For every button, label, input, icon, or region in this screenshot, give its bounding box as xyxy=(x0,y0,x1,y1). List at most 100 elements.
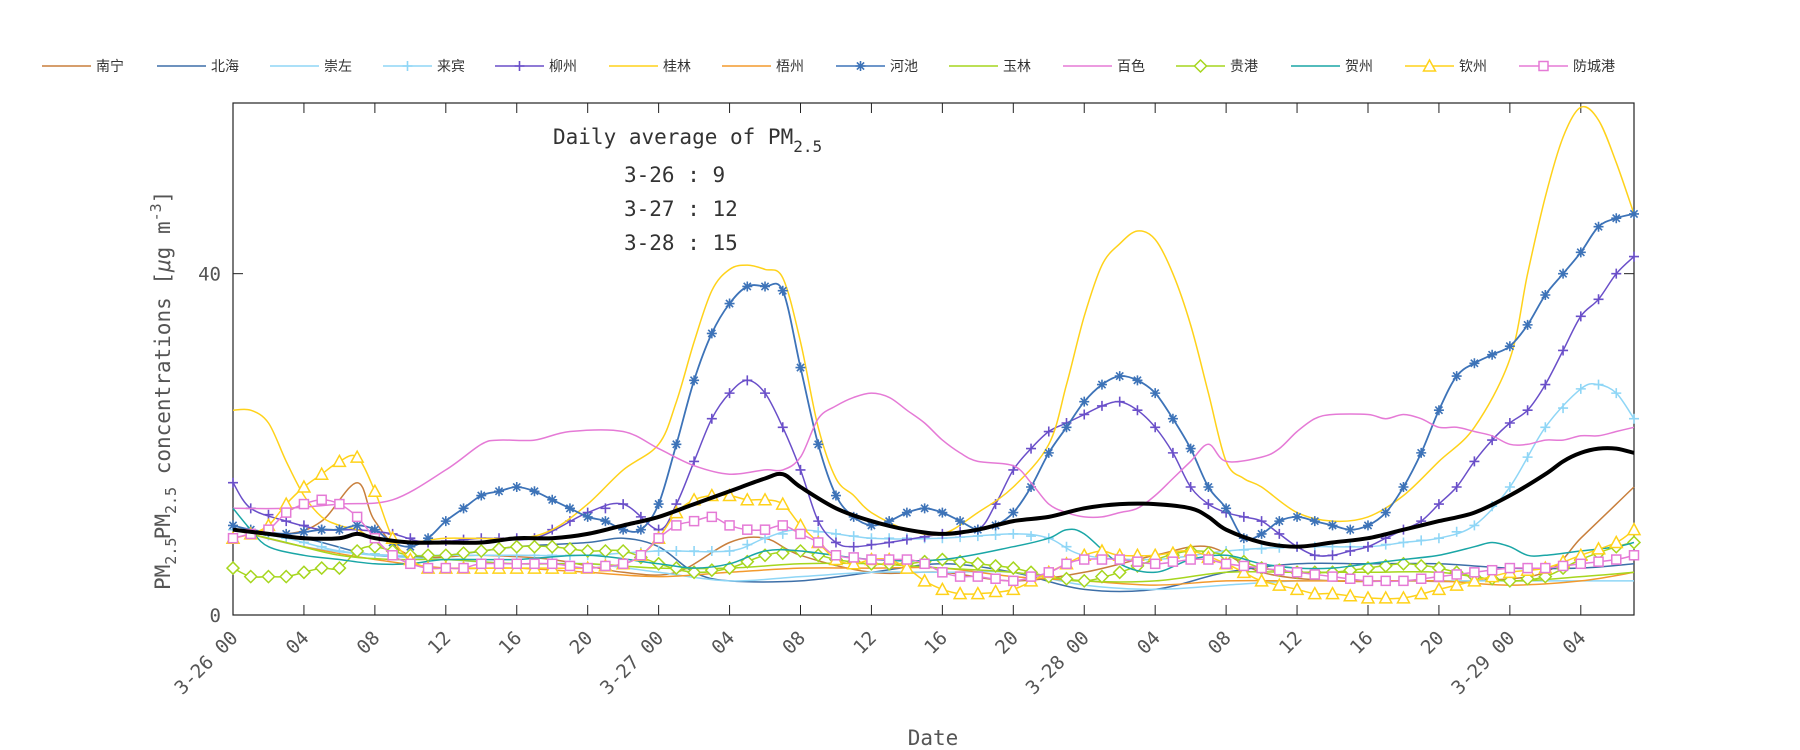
data-point-marker xyxy=(724,388,735,399)
data-point-marker xyxy=(1469,520,1480,531)
data-point-marker xyxy=(280,507,292,518)
data-point-marker xyxy=(1256,516,1267,527)
data-point-marker xyxy=(261,569,276,584)
legend-label: 梧州 xyxy=(776,59,804,75)
data-point-marker xyxy=(1611,388,1622,399)
x-tick-label: 04 xyxy=(707,627,739,659)
data-point-marker xyxy=(1451,526,1462,537)
y-label-end: ] xyxy=(151,191,175,204)
data-point-marker xyxy=(1398,482,1409,492)
data-point-marker xyxy=(653,532,664,544)
data-point-marker xyxy=(1061,558,1072,570)
data-point-marker xyxy=(1096,400,1107,411)
data-point-marker xyxy=(1327,520,1338,531)
series-group xyxy=(227,494,1640,587)
series-line xyxy=(232,213,1635,548)
data-point-marker xyxy=(848,531,859,542)
data-point-marker xyxy=(1185,482,1196,492)
data-point-marker xyxy=(1150,422,1161,433)
data-point-marker xyxy=(1611,213,1622,224)
y-label-sub: 2.5 xyxy=(162,487,180,514)
series-line xyxy=(232,446,1635,549)
data-point-marker xyxy=(990,573,1001,584)
data-point-marker xyxy=(1345,524,1356,535)
data-point-marker xyxy=(671,546,682,556)
data-point-marker xyxy=(1469,358,1480,369)
data-point-marker xyxy=(1096,379,1107,390)
y-label-unit: g m xyxy=(151,221,175,259)
data-point-marker xyxy=(1008,507,1019,518)
data-point-marker xyxy=(1112,565,1127,580)
data-point-marker xyxy=(1220,558,1232,570)
data-point-marker xyxy=(1469,567,1480,578)
data-point-marker xyxy=(1609,534,1624,549)
data-point-marker xyxy=(298,526,309,537)
data-point-marker xyxy=(1292,511,1303,522)
data-point-marker xyxy=(314,466,329,480)
data-point-marker xyxy=(618,524,629,535)
data-point-marker xyxy=(1451,482,1462,492)
data-point-marker xyxy=(476,558,487,570)
data-point-marker xyxy=(1342,588,1358,602)
data-point-marker xyxy=(1540,379,1551,390)
data-point-marker xyxy=(988,583,1003,598)
data-point-marker xyxy=(671,520,682,531)
data-point-marker xyxy=(919,558,930,570)
series-line xyxy=(232,256,1635,557)
data-point-marker xyxy=(1558,403,1569,414)
data-point-marker xyxy=(689,375,700,386)
y-tick-labels: 0 40 xyxy=(198,264,221,627)
data-point-marker xyxy=(901,554,913,565)
y-tick-label: 40 xyxy=(198,264,221,286)
series-group xyxy=(228,251,1639,561)
data-point-marker xyxy=(1593,379,1604,390)
data-point-marker xyxy=(970,586,986,600)
data-point-marker xyxy=(332,561,347,576)
y-label-pm: PM xyxy=(151,514,175,539)
data-point-marker xyxy=(1061,422,1072,433)
series-group xyxy=(232,105,1635,544)
data-point-marker xyxy=(1043,447,1054,458)
data-point-marker xyxy=(494,486,505,497)
data-point-marker xyxy=(1345,546,1356,556)
legend-item: 河池 xyxy=(836,59,918,75)
data-point-marker xyxy=(1416,535,1427,546)
data-point-marker xyxy=(1433,533,1444,544)
data-point-marker xyxy=(600,516,611,527)
data-point-marker xyxy=(422,562,434,574)
y-label-rest: concentrations [ xyxy=(151,272,175,487)
x-tick-label: 12 xyxy=(1275,627,1307,659)
data-point-marker xyxy=(1451,371,1462,382)
data-point-marker xyxy=(367,539,382,554)
data-point-marker xyxy=(1025,571,1037,582)
data-point-marker xyxy=(350,543,365,559)
data-point-marker xyxy=(830,550,842,561)
x-tick-label: 08 xyxy=(778,627,810,659)
data-point-marker xyxy=(456,546,471,561)
legend-item: 桂林 xyxy=(609,59,691,75)
data-point-marker xyxy=(1486,564,1498,576)
legend-label: 北海 xyxy=(211,59,239,75)
data-point-marker xyxy=(775,496,791,510)
series-line xyxy=(232,507,1635,574)
data-point-marker xyxy=(795,464,806,475)
data-point-marker xyxy=(1487,435,1498,446)
data-point-marker xyxy=(901,507,912,518)
data-point-marker xyxy=(1522,405,1533,416)
data-point-marker xyxy=(1256,528,1267,539)
data-point-marker xyxy=(1433,571,1445,582)
annotation-line-2: 3-27 : 12 xyxy=(624,197,738,221)
annotation-line-1: 3-26 : 9 xyxy=(624,163,725,187)
data-point-marker xyxy=(1398,575,1409,587)
data-point-marker xyxy=(830,490,841,501)
data-point-marker xyxy=(1079,409,1090,420)
data-point-marker xyxy=(1362,520,1373,531)
annotation-line-3: 3-28 : 15 xyxy=(624,231,738,255)
data-point-marker xyxy=(671,439,682,450)
plot-area-frame xyxy=(232,102,1635,616)
data-point-marker xyxy=(1006,581,1021,596)
data-point-marker xyxy=(1078,554,1090,565)
data-point-marker xyxy=(349,449,365,463)
data-point-marker xyxy=(1433,405,1444,416)
data-point-marker xyxy=(1006,561,1021,576)
